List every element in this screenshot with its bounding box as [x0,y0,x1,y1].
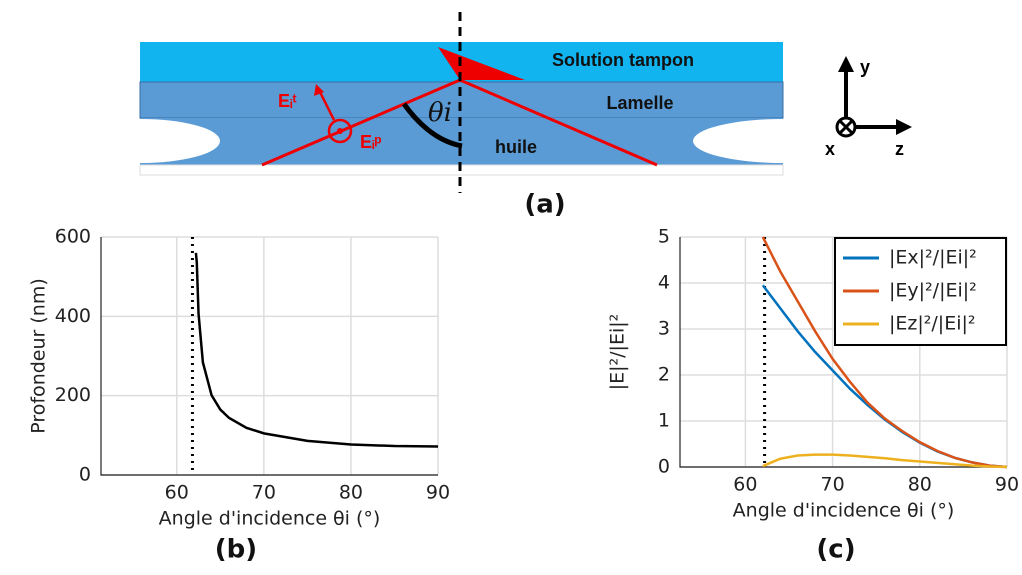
label: y [860,57,870,77]
angle-arc [401,102,463,149]
legend-label: |Ez|²/|Ei|² [889,313,976,335]
axes [679,237,1007,468]
line [194,252,439,448]
arrow-head [838,56,854,72]
arrow-head [896,119,912,135]
label: Solution tampon [552,50,694,70]
y-tick-label: 200 [55,384,91,406]
line [761,236,1008,469]
y-axis-label: Profondeur (nm) [28,278,50,434]
axis-origin [838,119,854,135]
legend-label: |Ex|²/|Ei|² [889,247,977,269]
x-axis-label: Angle d'incidence θi (°) [159,508,381,530]
label: x [825,139,835,159]
field-p [327,118,353,144]
y-tick-label: 4 [658,272,670,294]
evanescent-wave [438,47,525,80]
y-tick-label: 400 [55,305,91,327]
x-axis-label: Angle d'incidence θi (°) [733,500,955,522]
label: θi [428,98,452,128]
x-tick-label: 80 [339,482,363,504]
caption: (a) [524,190,565,220]
x-tick-label: 80 [908,474,932,496]
label: Lamelle [606,93,673,113]
label: Eᵢᵗ [278,91,297,111]
field-t [318,91,336,121]
x-tick-label: 60 [165,482,189,504]
x-tick-label: 90 [995,474,1019,496]
y-axis-label: |E|²/|Ei|² [607,314,629,391]
axes [100,237,438,476]
field-p-dot [337,128,343,134]
legend-label: |Ey|²/|Ei|² [889,280,977,302]
x-tick-label: 60 [733,474,757,496]
oil-edge [693,119,873,163]
line [762,453,1008,469]
y-tick-label: 0 [658,456,670,478]
label: huile [495,137,537,157]
arrow-head [314,84,324,96]
label: Eᵢᵖ [360,132,382,152]
diagram: Solution tampon Lamelle huile θi Eᵢᵗ Eᵢᵖ… [60,12,912,220]
oil-edge [60,119,220,163]
caption: (c) [816,535,855,565]
caption: (b) [215,535,257,565]
y-tick-label: 0 [79,464,91,486]
y-tick-label: 2 [658,364,670,386]
x-tick-label: 70 [252,482,276,504]
x-tick-label: 70 [821,474,845,496]
y-tick-label: 5 [658,226,670,248]
y-tick-label: 1 [658,410,670,432]
legend: |Ex|²/|Ei|² |Ey|²/|Ei|² |Ez|²/|Ei|² [834,237,1007,346]
y-tick-label: 3 [658,318,670,340]
label: z [895,139,904,159]
y-tick-label: 600 [55,226,91,248]
x-tick-label: 90 [426,482,450,504]
